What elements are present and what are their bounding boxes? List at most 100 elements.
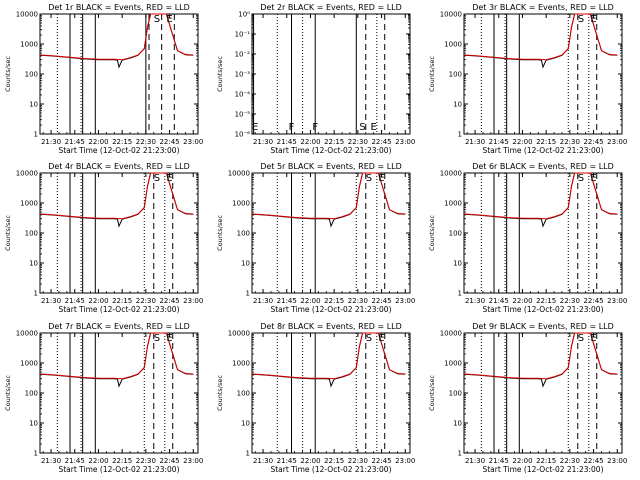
x-axis-label: Start Time (12-Oct-02 21:23:00) [58, 146, 179, 155]
x-tick-label: 22:45 [583, 138, 603, 146]
x-tick-label: 21:45 [489, 457, 509, 465]
x-tick-label: 21:45 [489, 138, 509, 146]
y-tick-label: 1 [34, 290, 38, 298]
plot-frame [39, 332, 199, 454]
y-tick-label: 1 [246, 450, 250, 458]
y-tick-label: 100 [25, 230, 38, 238]
y-tick-label: 100 [449, 390, 462, 398]
x-tick-label: 22:15 [324, 297, 344, 305]
y-tick-label: 10000 [228, 170, 250, 178]
plot-frame [463, 332, 623, 454]
y-tick-label: 1000 [20, 360, 38, 368]
x-tick-label: 22:15 [324, 457, 344, 465]
marker-letter: E [370, 122, 376, 133]
y-tick-label: 1000 [444, 41, 462, 49]
y-tick-label: 10⁻⁶ [235, 131, 251, 139]
panel-det-9: Det 9r BLACK = Events, RED = LLD 1 10 100 10… [428, 322, 627, 474]
y-tick-label: 100 [449, 230, 462, 238]
x-tick-label: 22:15 [536, 297, 556, 305]
panel-det-7: Det 7r BLACK = Events, RED = LLD 1 10 100 10… [4, 322, 203, 474]
y-tick-label: 10 [29, 260, 38, 268]
x-tick-label: 21:45 [65, 138, 85, 146]
y-tick-label: 10⁻² [235, 51, 251, 59]
marker-letter: F [312, 122, 318, 133]
plot-frame [251, 13, 411, 135]
x-tick-label: 22:30 [560, 138, 580, 146]
x-tick-label: 23:00 [183, 138, 203, 146]
marker-letter: E [378, 333, 384, 344]
x-tick-label: 23:00 [607, 457, 627, 465]
x-tick-label: 22:00 [300, 138, 320, 146]
x-tick-label: 22:15 [324, 138, 344, 146]
x-tick-label: 22:00 [512, 457, 532, 465]
panel-title: Det 8r BLACK = Events, RED = LLD [260, 322, 402, 331]
panel-det-2: Det 2r BLACK = Events, RED = LLD 10⁻⁶ 10⁻⁵… [216, 3, 415, 155]
x-tick-label: 22:45 [583, 297, 603, 305]
panel-title: Det 6r BLACK = Events, RED = LLD [472, 162, 614, 171]
x-axis-label: Start Time (12-Oct-02 21:23:00) [270, 146, 391, 155]
x-tick-label: 22:30 [348, 297, 368, 305]
y-tick-label: 10⁻⁵ [235, 111, 251, 119]
x-tick-label: 22:15 [112, 297, 132, 305]
x-tick-label: 21:45 [277, 457, 297, 465]
y-axis-label: Counts/sec [216, 56, 224, 92]
y-tick-label: 10⁻¹ [235, 31, 251, 39]
x-tick-label: 21:30 [465, 138, 485, 146]
y-tick-label: 1000 [232, 360, 250, 368]
panel-det-1: Det 1r BLACK = Events, RED = LLD 1 10 100 10… [4, 3, 203, 155]
x-tick-label: 23:00 [395, 138, 415, 146]
y-tick-label: 10 [453, 260, 462, 268]
y-tick-label: 10000 [440, 170, 462, 178]
x-tick-label: 21:45 [65, 457, 85, 465]
x-tick-label: 22:00 [512, 138, 532, 146]
y-tick-label: 1000 [444, 360, 462, 368]
marker-letter: S [359, 122, 365, 133]
y-tick-label: 10000 [440, 330, 462, 338]
x-tick-label: 22:45 [371, 297, 391, 305]
y-tick-label: 10000 [16, 170, 38, 178]
y-axis-label: Counts/sec [4, 56, 12, 92]
y-tick-label: 1 [34, 131, 38, 139]
y-tick-label: 10000 [228, 330, 250, 338]
panel-det-6: Det 6r BLACK = Events, RED = LLD 1 10 100 10… [428, 162, 627, 314]
y-tick-label: 1 [458, 450, 462, 458]
panel-title: Det 5r BLACK = Events, RED = LLD [260, 162, 402, 171]
x-axis-label: Start Time (12-Oct-02 21:23:00) [482, 146, 603, 155]
x-tick-label: 21:30 [41, 138, 61, 146]
x-tick-label: 22:15 [536, 457, 556, 465]
series-lld [463, 332, 618, 380]
y-axis-label: Counts/sec [216, 375, 224, 411]
x-axis-label: Start Time (12-Oct-02 21:23:00) [58, 305, 179, 314]
x-tick-label: 21:45 [65, 297, 85, 305]
panel-det-3: Det 3r BLACK = Events, RED = LLD 1 10 100 10… [428, 3, 627, 155]
x-tick-label: 22:30 [136, 457, 156, 465]
x-tick-label: 22:30 [560, 297, 580, 305]
y-tick-label: 10 [241, 260, 250, 268]
y-tick-label: 10000 [16, 11, 38, 19]
y-tick-label: 1000 [20, 41, 38, 49]
y-tick-label: 10 [29, 420, 38, 428]
y-axis-label: Counts/sec [428, 215, 436, 251]
x-tick-label: 22:00 [88, 297, 108, 305]
x-tick-label: 21:30 [465, 457, 485, 465]
x-tick-label: 23:00 [395, 297, 415, 305]
x-axis-label: Start Time (12-Oct-02 21:23:00) [270, 465, 391, 474]
x-tick-label: 23:00 [395, 457, 415, 465]
x-tick-label: 22:00 [300, 457, 320, 465]
marker-letter: E [166, 14, 172, 25]
x-tick-label: 21:30 [253, 138, 273, 146]
x-tick-label: 21:30 [41, 297, 61, 305]
marker-letter: S [578, 173, 584, 184]
marker-letter: S [578, 333, 584, 344]
x-axis-label: Start Time (12-Oct-02 21:23:00) [482, 465, 603, 474]
y-axis-label: Counts/sec [428, 375, 436, 411]
x-tick-label: 22:15 [112, 138, 132, 146]
x-tick-label: 21:45 [489, 297, 509, 305]
panel-title: Det 2r BLACK = Events, RED = LLD [260, 3, 402, 12]
series-lld [39, 172, 194, 220]
marker-letter: E [166, 333, 172, 344]
marker-letter: E [590, 14, 596, 25]
series-lld [463, 172, 618, 220]
x-tick-label: 22:15 [112, 457, 132, 465]
